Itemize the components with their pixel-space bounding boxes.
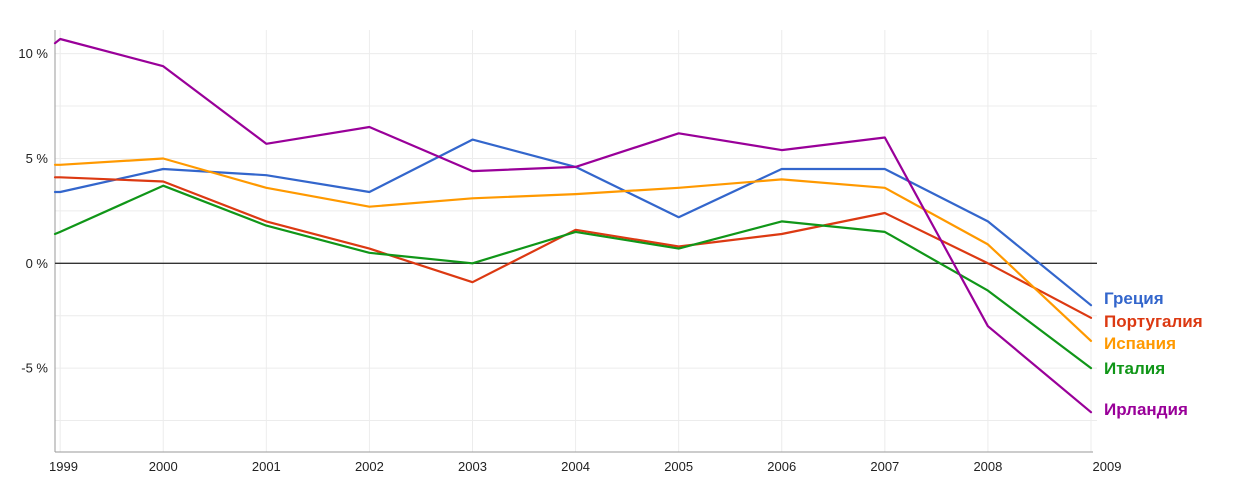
series-line-3 — [53, 184, 1093, 370]
x-tick-label: 2007 — [870, 459, 899, 474]
series-line-2 — [53, 157, 1093, 342]
y-tick-label: 0 % — [26, 256, 49, 271]
legend-label: Италия — [1104, 359, 1165, 378]
legend-label: Португалия — [1104, 312, 1203, 331]
x-tick-label: 2003 — [458, 459, 487, 474]
axes — [54, 30, 1097, 453]
series-line-1 — [53, 176, 1093, 319]
legend-label: Греция — [1104, 289, 1164, 308]
x-tick-label: 2004 — [561, 459, 590, 474]
x-tick-label: 2002 — [355, 459, 384, 474]
x-tick-label: 2001 — [252, 459, 281, 474]
x-tick-label: 2008 — [973, 459, 1002, 474]
y-tick-label: 5 % — [26, 151, 49, 166]
x-tick-label: 2009 — [1093, 459, 1122, 474]
legend: Греция Португалия Испания Италия Ирландия — [1104, 289, 1203, 419]
tick-labels: 10 % 5 % 0 % -5 % 1999 2000 2001 2002 2003 2004 20… — [18, 46, 1121, 474]
y-tick-label: 10 % — [18, 46, 48, 61]
series-line-4 — [53, 37, 1093, 414]
x-tick-label: 1999 — [49, 459, 78, 474]
x-tick-label: 2000 — [149, 459, 178, 474]
series-line-0 — [53, 138, 1093, 307]
series-lines — [53, 37, 1093, 414]
legend-label: Испания — [1104, 334, 1176, 353]
grid — [55, 30, 1097, 452]
x-tick-label: 2006 — [767, 459, 796, 474]
y-tick-label: -5 % — [21, 361, 48, 376]
legend-label: Ирландия — [1104, 400, 1188, 419]
x-tick-label: 2005 — [664, 459, 693, 474]
